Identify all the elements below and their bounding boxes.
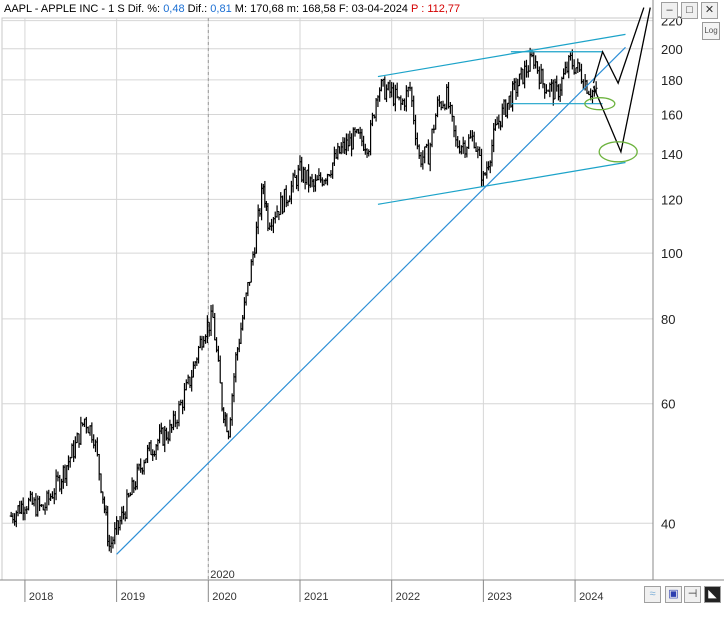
y-tick-label: 140 xyxy=(661,147,683,162)
y-tick-label: 100 xyxy=(661,246,683,261)
pin-icon[interactable]: ⊣ xyxy=(684,586,701,603)
year-marker-label: 2020 xyxy=(210,569,234,581)
y-tick-label: 80 xyxy=(661,312,675,327)
save-icon[interactable]: ▣ xyxy=(665,586,682,603)
log-scale-button[interactable]: Log xyxy=(702,22,720,40)
maximize-icon[interactable]: □ xyxy=(681,2,698,19)
dif-label: Dif.: xyxy=(187,3,208,15)
x-tick-label: 2023 xyxy=(487,591,511,603)
plot-area xyxy=(1,17,654,581)
trendline-channel-top xyxy=(377,33,626,78)
projection-bullish-path xyxy=(592,7,645,85)
min-label: m: xyxy=(286,3,300,15)
target-ellipse-target-1 xyxy=(584,97,616,111)
chart-header: AAPL - APPLE INC - 1 S Dif. %: 0,48 Dif.… xyxy=(4,3,460,15)
timeframe-label: 1 S xyxy=(108,3,125,15)
dif-pct-label: Dif. %: xyxy=(127,3,161,15)
y-tick-label: 40 xyxy=(661,516,675,531)
date-value: 03-04-2024 xyxy=(351,3,408,15)
symbol-label: AAPL - APPLE INC - xyxy=(4,3,106,15)
target-ellipse-target-2 xyxy=(598,141,638,163)
x-tick-label: 2018 xyxy=(29,591,53,603)
y-tick-label: 180 xyxy=(661,73,683,88)
max-label: M: xyxy=(234,3,248,15)
y-tick-label: 60 xyxy=(661,397,675,412)
date-label: F: xyxy=(338,3,349,15)
min-value: 168,58 xyxy=(302,3,336,15)
trendline-channel-bottom xyxy=(377,161,626,205)
x-tick-label: 2024 xyxy=(579,591,603,603)
wave-icon[interactable]: ≈ xyxy=(644,586,661,603)
p-label: P : xyxy=(411,3,425,15)
dif-value: 0,81 xyxy=(210,3,232,15)
max-value: 170,68 xyxy=(250,3,284,15)
x-tick-label: 2020 xyxy=(212,591,236,603)
x-tick-label: 2019 xyxy=(121,591,145,603)
close-icon[interactable]: ✕ xyxy=(701,2,718,19)
minimize-icon[interactable]: ‒ xyxy=(661,2,678,19)
y-tick-label: 120 xyxy=(661,192,683,207)
y-tick-label: 160 xyxy=(661,108,683,123)
y-tick-label: 200 xyxy=(661,42,683,57)
arrow-icon[interactable]: ◣ xyxy=(704,586,721,603)
trendline-long-support xyxy=(116,46,626,555)
projection-bearish-path xyxy=(592,7,651,155)
dif-pct-value: 0,48 xyxy=(163,3,185,15)
x-tick-label: 2022 xyxy=(396,591,420,603)
p-value: 112,77 xyxy=(427,3,461,15)
x-tick-label: 2021 xyxy=(304,591,328,603)
